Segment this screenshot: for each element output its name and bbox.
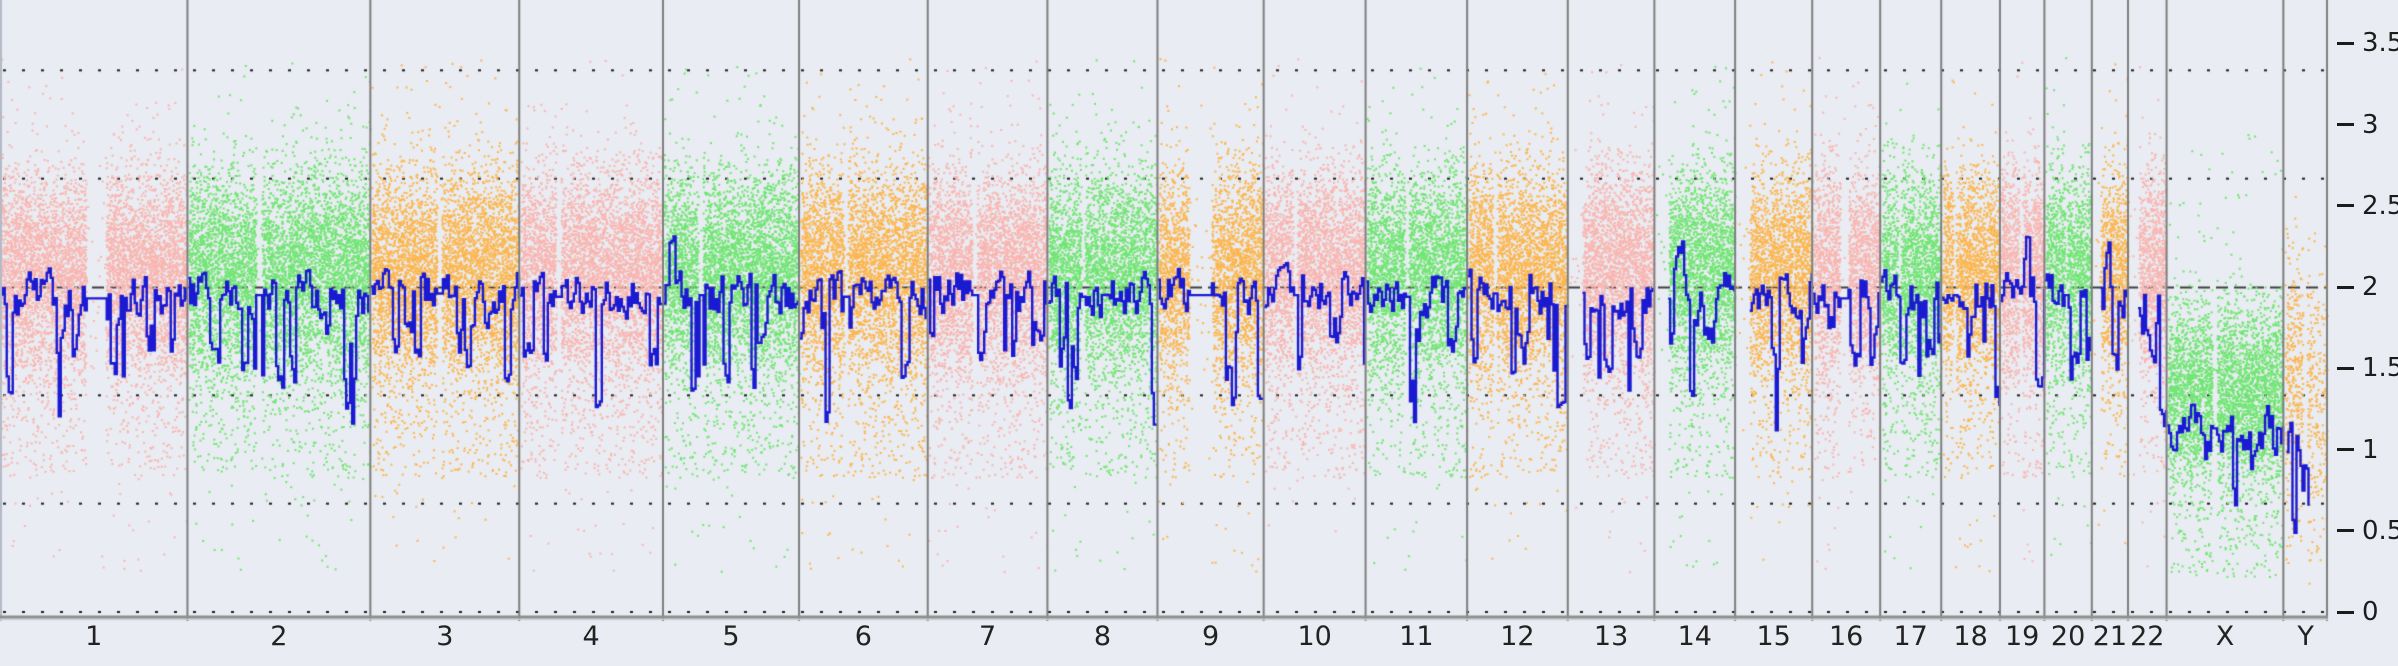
- genome-cnv-figure: 3.5 3 2.5 2 1.5 1 0.5 0 1 2 3 4 5 6 7 8 9 10 11 12 13 14 15 16…: [0, 0, 2398, 666]
- plot-canvas: [0, 0, 2398, 666]
